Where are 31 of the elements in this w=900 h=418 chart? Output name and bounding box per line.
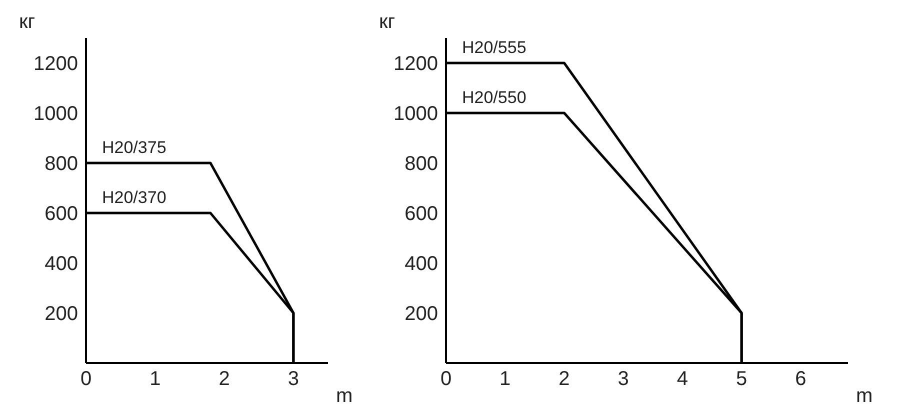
x-tick-label: 2 bbox=[558, 368, 570, 390]
y-tick-label: 600 bbox=[44, 203, 78, 226]
series-label: H20/375 bbox=[102, 138, 166, 157]
y-tick-label: 400 bbox=[404, 253, 438, 276]
y-axis-title: кг bbox=[18, 11, 36, 33]
series-label: H20/370 bbox=[102, 188, 166, 207]
y-axis-title: кг bbox=[378, 11, 396, 33]
x-tick-label: 2 bbox=[218, 368, 230, 390]
y-tick-label: 1000 bbox=[34, 103, 78, 126]
y-tick-label: 600 bbox=[404, 203, 438, 226]
x-tick-label: 6 bbox=[795, 368, 806, 390]
y-tick-label: 800 bbox=[44, 153, 78, 176]
y-tick-label: 200 bbox=[44, 303, 78, 326]
y-tick-label: 800 bbox=[404, 153, 438, 176]
y-tick-label: 1000 bbox=[394, 103, 438, 126]
x-tick-label: 3 bbox=[288, 368, 299, 390]
y-tick-label: 200 bbox=[404, 303, 438, 326]
x-tick-label: 4 bbox=[676, 368, 688, 390]
x-tick-label: 1 bbox=[150, 368, 161, 390]
y-tick-label: 400 bbox=[44, 253, 78, 276]
series-label: H20/555 bbox=[462, 38, 526, 57]
y-tick-label: 1200 bbox=[394, 53, 438, 76]
x-tick-label: 0 bbox=[80, 368, 92, 390]
x-tick-label: 0 bbox=[440, 368, 452, 390]
series-label: H20/550 bbox=[462, 88, 526, 107]
x-axis-title: m bbox=[336, 385, 353, 408]
x-tick-label: 3 bbox=[618, 368, 629, 390]
x-tick-label: 1 bbox=[500, 368, 511, 390]
x-axis-title: m bbox=[856, 385, 873, 408]
x-tick-label: 5 bbox=[736, 368, 748, 390]
y-tick-label: 1200 bbox=[34, 53, 78, 76]
